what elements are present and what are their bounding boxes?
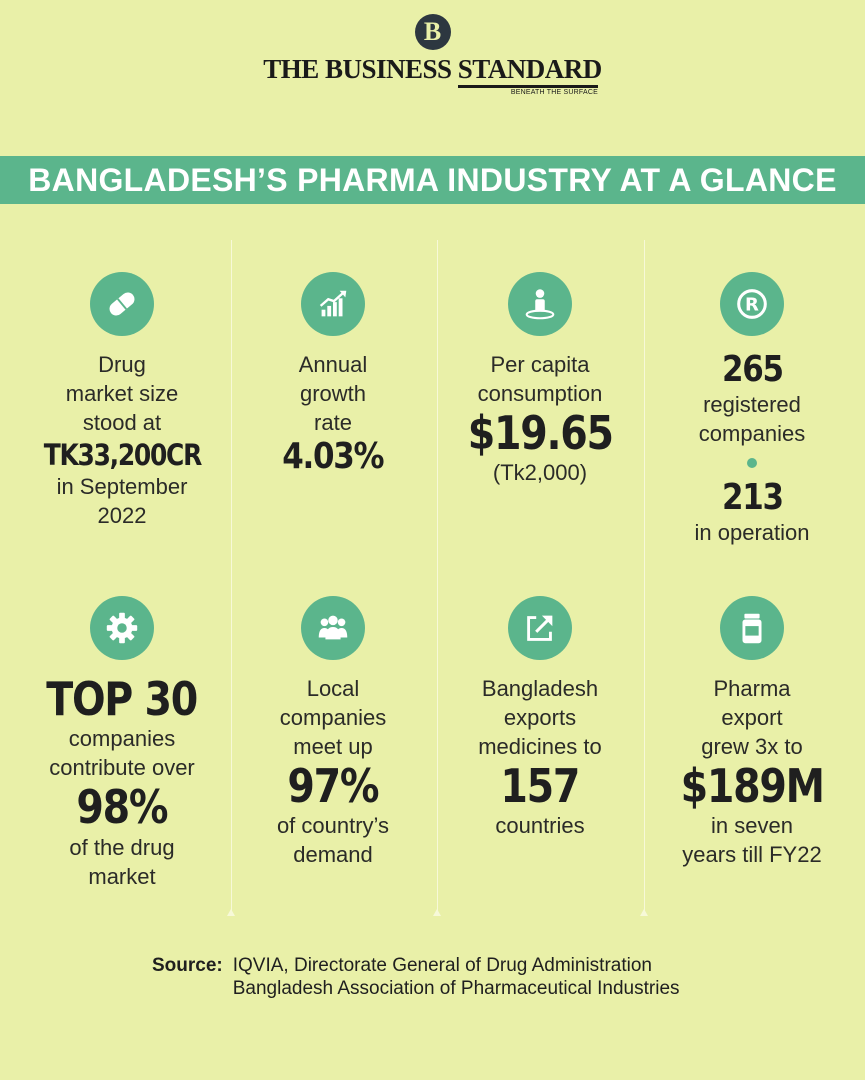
svg-text:R: R bbox=[745, 295, 759, 316]
export-growth-label: Pharma bbox=[713, 676, 791, 701]
local-label: of country’s bbox=[276, 813, 390, 839]
column-divider bbox=[433, 240, 441, 916]
registered-label: companies bbox=[698, 420, 806, 446]
masthead: B THE BUSINESS STANDARD BENEATH THE SURF… bbox=[0, 14, 865, 96]
export-arrow-icon bbox=[508, 596, 572, 660]
local-label: meet up bbox=[293, 734, 373, 759]
top-companies-share: 98% bbox=[76, 780, 169, 835]
stat-per-capita: Per capita consumption $19.65 (Tk2,000) bbox=[435, 272, 645, 487]
gear-icon bbox=[90, 596, 154, 660]
registered-label: registered bbox=[703, 391, 801, 417]
separator-dot bbox=[747, 457, 757, 468]
brand-name: THE BUSINESS STANDARD bbox=[263, 54, 602, 84]
column-divider bbox=[227, 240, 235, 916]
per-capita-label: consumption bbox=[477, 381, 603, 406]
medicine-jar-icon bbox=[720, 596, 784, 660]
source-line: Bangladesh Association of Pharmaceutical… bbox=[232, 978, 680, 999]
operating-label: in operation bbox=[694, 519, 810, 545]
export-growth-value: $189M bbox=[680, 759, 824, 813]
exports-label: Bangladesh bbox=[481, 676, 599, 701]
market-label: Drug bbox=[98, 352, 146, 377]
stat-local-demand: Local companies meet up 97% of country’s… bbox=[228, 596, 438, 869]
stat-registered-companies: R 265 registered companies 213 in operat… bbox=[647, 272, 857, 547]
top-companies-label: market bbox=[88, 863, 156, 889]
brand-tagline: BENEATH THE SURFACE bbox=[458, 85, 598, 96]
person-icon bbox=[508, 272, 572, 336]
registered-icon: R bbox=[720, 272, 784, 336]
growth-chart-icon bbox=[301, 272, 365, 336]
pill-icon bbox=[90, 272, 154, 336]
people-icon bbox=[301, 596, 365, 660]
per-capita-taka: (Tk2,000) bbox=[492, 460, 588, 486]
source-line: IQVIA, Directorate General of Drug Admin… bbox=[232, 955, 652, 976]
top-companies-label: contribute over bbox=[49, 755, 195, 781]
title-banner: BANGLADESH’S PHARMA INDUSTRY AT A GLANCE bbox=[0, 156, 865, 204]
growth-rate-value: 4.03% bbox=[282, 436, 385, 477]
local-label: companies bbox=[279, 705, 387, 730]
top-companies-value: TOP 30 bbox=[46, 672, 199, 726]
registered-value: 265 bbox=[721, 349, 784, 390]
operating-value: 213 bbox=[721, 476, 784, 518]
stat-market-size: Drug market size stood at TK33,200CR in … bbox=[17, 272, 227, 530]
export-growth-label: grew 3x to bbox=[701, 734, 803, 759]
per-capita-value: $19.65 bbox=[467, 406, 614, 460]
local-label: demand bbox=[293, 842, 373, 868]
growth-label: rate bbox=[314, 410, 352, 435]
market-label: in September bbox=[56, 474, 188, 500]
stat-top-companies: TOP 30 companies contribute over 98% of … bbox=[17, 596, 227, 891]
market-label: market size bbox=[65, 381, 179, 406]
export-growth-label: years till FY22 bbox=[682, 842, 822, 868]
top-companies-label: companies bbox=[68, 726, 176, 752]
column-divider bbox=[640, 240, 648, 916]
local-label: Local bbox=[306, 676, 360, 701]
stat-export-growth: Pharma export grew 3x to $189M in seven … bbox=[647, 596, 857, 869]
exports-label: exports bbox=[503, 705, 577, 730]
market-size-value: TK33,200CR bbox=[43, 438, 201, 472]
source-label: Source: bbox=[152, 955, 223, 976]
stat-export-countries: Bangladesh exports medicines to 157 coun… bbox=[435, 596, 645, 840]
market-label: 2022 bbox=[97, 503, 147, 529]
top-companies-label: of the drug bbox=[69, 834, 175, 860]
export-countries-value: 157 bbox=[500, 759, 581, 813]
source-note: Source: IQVIA, Directorate General of Dr… bbox=[152, 954, 680, 1000]
market-label: stood at bbox=[82, 410, 162, 435]
export-growth-label: in seven bbox=[711, 813, 793, 839]
growth-label: growth bbox=[299, 381, 367, 406]
stat-growth-rate: Annual growth rate 4.03% bbox=[228, 272, 438, 477]
per-capita-label: Per capita bbox=[490, 352, 590, 377]
page-title: BANGLADESH’S PHARMA INDUSTRY AT A GLANCE bbox=[28, 161, 837, 198]
export-growth-label: export bbox=[721, 705, 783, 730]
growth-label: Annual bbox=[298, 352, 368, 377]
logo-icon: B bbox=[414, 14, 451, 50]
exports-label: medicines to bbox=[478, 734, 602, 759]
exports-label: countries bbox=[495, 813, 585, 839]
local-demand-value: 97% bbox=[287, 759, 380, 813]
